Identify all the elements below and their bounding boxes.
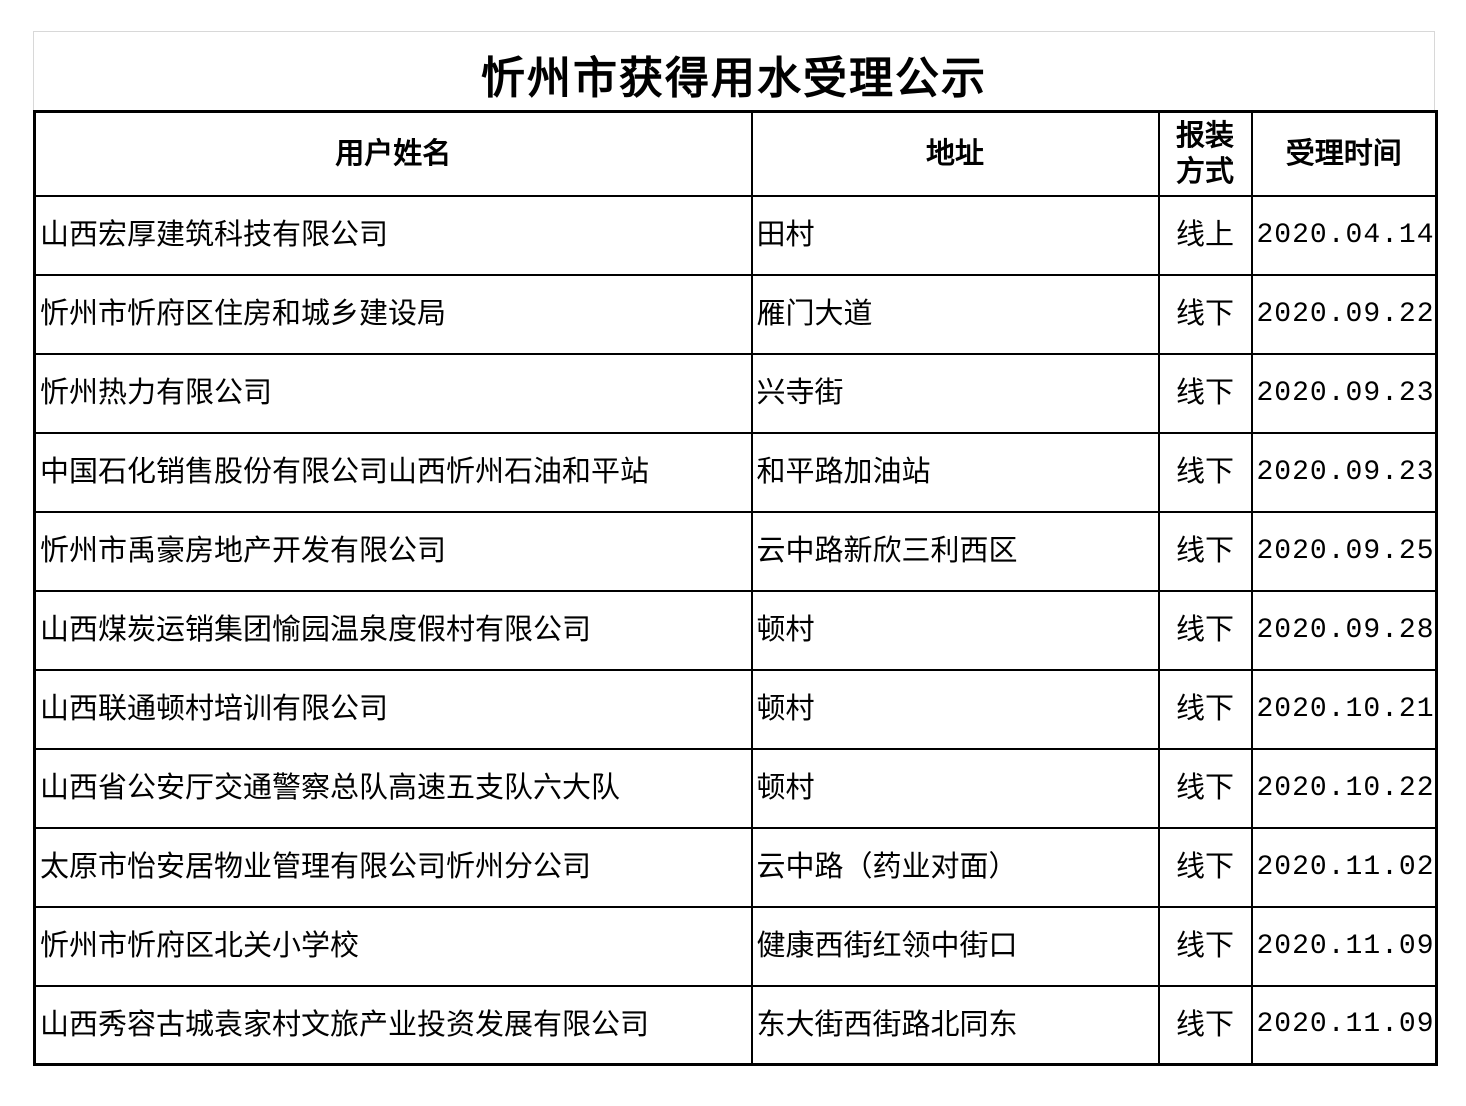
column-header-address: 地址: [750, 110, 1160, 197]
cell-install-method: 线下: [1157, 905, 1253, 987]
table-row: 山西秀容古城袁家村文旅产业投资发展有限公司 东大街西街路北同东 线下 2020.11.…: [33, 984, 1438, 1066]
cell-install-method: 线下: [1157, 747, 1253, 829]
cell-user-name: 山西宏厚建筑科技有限公司: [33, 194, 753, 276]
cell-acceptance-time: 2020.10.22: [1250, 747, 1438, 829]
column-header-install-method: 报装 方式: [1157, 110, 1253, 197]
cell-address: 云中路新欣三利西区: [750, 510, 1160, 592]
cell-user-name: 太原市怡安居物业管理有限公司忻州分公司: [33, 826, 753, 908]
column-header-user-name: 用户姓名: [33, 110, 753, 197]
table-row: 忻州市忻府区北关小学校 健康西街红领中街口 线下 2020.11.09: [33, 905, 1438, 987]
cell-user-name: 忻州市忻府区北关小学校: [33, 905, 753, 987]
table-row: 山西省公安厅交通警察总队高速五支队六大队 顿村 线下 2020.10.22: [33, 747, 1438, 829]
cell-acceptance-time: 2020.09.23: [1250, 431, 1438, 513]
table-row: 忻州热力有限公司 兴寺街 线下 2020.09.23: [33, 352, 1438, 434]
notice-title: 忻州市获得用水受理公示: [33, 31, 1435, 110]
table-row: 山西联通顿村培训有限公司 顿村 线下 2020.10.21: [33, 668, 1438, 750]
cell-install-method: 线下: [1157, 431, 1253, 513]
cell-acceptance-time: 2020.09.23: [1250, 352, 1438, 434]
cell-install-method: 线下: [1157, 984, 1253, 1066]
cell-install-method: 线下: [1157, 510, 1253, 592]
notice-sheet: 忻州市获得用水受理公示 用户姓名 地址 报装 方式 受理时间 山西宏厚建筑科技有…: [33, 31, 1438, 1066]
cell-install-method: 线上: [1157, 194, 1253, 276]
column-header-acceptance-time: 受理时间: [1250, 110, 1438, 197]
notice-table: 用户姓名 地址 报装 方式 受理时间 山西宏厚建筑科技有限公司 田村 线上 2020.…: [33, 110, 1438, 1066]
table-row: 太原市怡安居物业管理有限公司忻州分公司 云中路（药业对面） 线下 2020.11.02: [33, 826, 1438, 908]
table-body: 山西宏厚建筑科技有限公司 田村 线上 2020.04.14 忻州市忻府区住房和城乡建设局…: [33, 194, 1438, 1066]
cell-address: 兴寺街: [750, 352, 1160, 434]
cell-install-method: 线下: [1157, 668, 1253, 750]
cell-address: 顿村: [750, 668, 1160, 750]
cell-user-name: 山西省公安厅交通警察总队高速五支队六大队: [33, 747, 753, 829]
cell-address: 东大街西街路北同东: [750, 984, 1160, 1066]
cell-user-name: 山西联通顿村培训有限公司: [33, 668, 753, 750]
cell-address: 顿村: [750, 747, 1160, 829]
table-row: 山西宏厚建筑科技有限公司 田村 线上 2020.04.14: [33, 194, 1438, 276]
cell-user-name: 山西秀容古城袁家村文旅产业投资发展有限公司: [33, 984, 753, 1066]
cell-address: 云中路（药业对面）: [750, 826, 1160, 908]
cell-acceptance-time: 2020.04.14: [1250, 194, 1438, 276]
cell-acceptance-time: 2020.09.28: [1250, 589, 1438, 671]
cell-address: 健康西街红领中街口: [750, 905, 1160, 987]
cell-acceptance-time: 2020.10.21: [1250, 668, 1438, 750]
cell-install-method: 线下: [1157, 826, 1253, 908]
cell-acceptance-time: 2020.11.09: [1250, 905, 1438, 987]
table-row: 忻州市禹豪房地产开发有限公司 云中路新欣三利西区 线下 2020.09.25: [33, 510, 1438, 592]
cell-acceptance-time: 2020.11.02: [1250, 826, 1438, 908]
cell-install-method: 线下: [1157, 589, 1253, 671]
cell-acceptance-time: 2020.11.09: [1250, 984, 1438, 1066]
table-row: 忻州市忻府区住房和城乡建设局 雁门大道 线下 2020.09.22: [33, 273, 1438, 355]
cell-address: 田村: [750, 194, 1160, 276]
cell-user-name: 忻州热力有限公司: [33, 352, 753, 434]
header-row: 用户姓名 地址 报装 方式 受理时间: [33, 110, 1438, 197]
table-row: 中国石化销售股份有限公司山西忻州石油和平站 和平路加油站 线下 2020.09.23: [33, 431, 1438, 513]
cell-acceptance-time: 2020.09.22: [1250, 273, 1438, 355]
cell-install-method: 线下: [1157, 352, 1253, 434]
cell-user-name: 中国石化销售股份有限公司山西忻州石油和平站: [33, 431, 753, 513]
cell-acceptance-time: 2020.09.25: [1250, 510, 1438, 592]
cell-address: 顿村: [750, 589, 1160, 671]
cell-user-name: 忻州市禹豪房地产开发有限公司: [33, 510, 753, 592]
table-row: 山西煤炭运销集团愉园温泉度假村有限公司 顿村 线下 2020.09.28: [33, 589, 1438, 671]
cell-address: 雁门大道: [750, 273, 1160, 355]
cell-user-name: 山西煤炭运销集团愉园温泉度假村有限公司: [33, 589, 753, 671]
cell-user-name: 忻州市忻府区住房和城乡建设局: [33, 273, 753, 355]
cell-address: 和平路加油站: [750, 431, 1160, 513]
cell-install-method: 线下: [1157, 273, 1253, 355]
